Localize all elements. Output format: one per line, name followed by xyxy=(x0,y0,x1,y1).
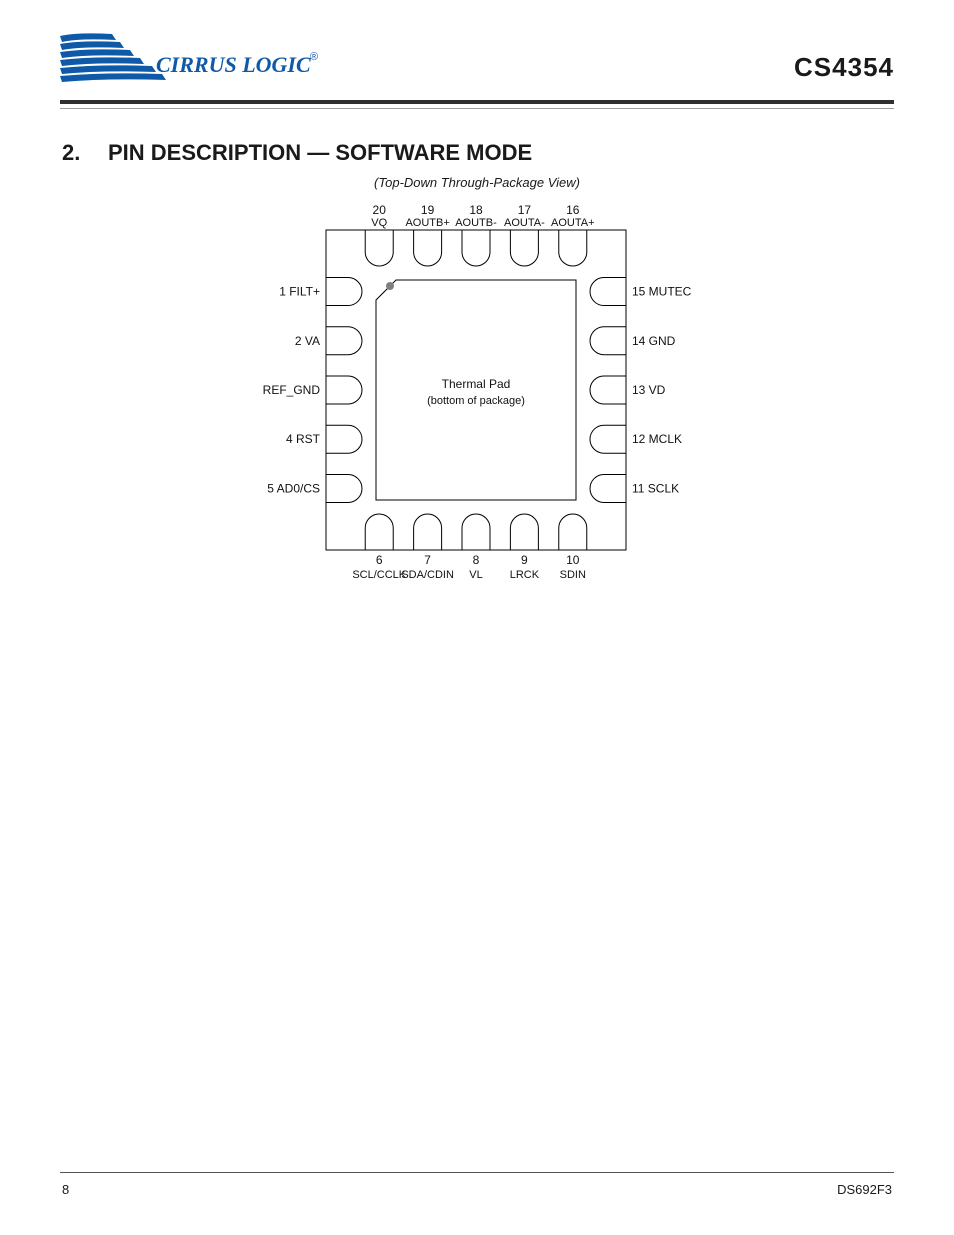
svg-text:9: 9 xyxy=(521,553,528,567)
figure-caption: (Top-Down Through-Package View) xyxy=(0,175,954,190)
footer-rule xyxy=(60,1172,894,1173)
header-rule-thick xyxy=(60,100,894,104)
svg-text:AOUTB+: AOUTB+ xyxy=(405,217,449,229)
svg-text:19: 19 xyxy=(421,203,435,217)
svg-text:8: 8 xyxy=(473,553,480,567)
svg-text:AOUTA-: AOUTA- xyxy=(504,217,545,229)
svg-text:13 VD: 13 VD xyxy=(632,383,666,397)
svg-text:3 REF_GND: 3 REF_GND xyxy=(260,383,320,397)
svg-text:12 MCLK: 12 MCLK xyxy=(632,432,682,446)
svg-text:LRCK: LRCK xyxy=(510,569,540,581)
svg-text:SDIN: SDIN xyxy=(560,569,586,581)
svg-text:®: ® xyxy=(310,51,318,63)
doc-id: DS692F3 xyxy=(837,1182,892,1197)
svg-text:VL: VL xyxy=(469,569,482,581)
svg-text:18: 18 xyxy=(469,203,483,217)
svg-text:SDA/CDIN: SDA/CDIN xyxy=(401,569,454,581)
svg-text:1 FILT+: 1 FILT+ xyxy=(279,285,320,299)
page: CIRRUS LOGIC ® CS4354 2. PIN DESCRIPTION… xyxy=(0,0,954,1235)
section-title: PIN DESCRIPTION — SOFTWARE MODE xyxy=(108,140,532,166)
svg-text:4 RST: 4 RST xyxy=(286,432,321,446)
svg-text:7: 7 xyxy=(424,553,431,567)
svg-text:17: 17 xyxy=(518,203,532,217)
svg-text:SCL/CCLK: SCL/CCLK xyxy=(352,569,406,581)
svg-text:16: 16 xyxy=(566,203,580,217)
svg-text:(bottom of package): (bottom of package) xyxy=(427,395,525,407)
svg-text:2 VA: 2 VA xyxy=(295,334,320,348)
svg-text:10: 10 xyxy=(566,553,580,567)
svg-text:5 AD0/CS: 5 AD0/CS xyxy=(267,481,320,495)
svg-text:11 SCLK: 11 SCLK xyxy=(632,481,679,495)
part-number: CS4354 xyxy=(794,52,894,83)
svg-text:AOUTB-: AOUTB- xyxy=(455,217,497,229)
qfn-package-diagram: 20VQ 19AOUTB+ 18AOUTB- 17AOUTA- 16AOUTA+ 6 SCL… xyxy=(260,200,692,620)
page-number: 8 xyxy=(62,1182,69,1197)
svg-text:VQ: VQ xyxy=(371,217,387,229)
section-number: 2. xyxy=(62,140,80,166)
svg-text:14 GND: 14 GND xyxy=(632,334,676,348)
brand-text: CIRRUS LOGIC xyxy=(156,52,311,77)
page-header: CIRRUS LOGIC ® CS4354 xyxy=(60,30,894,105)
header-rule-thin xyxy=(60,108,894,109)
svg-text:6: 6 xyxy=(376,553,383,567)
brand-logo: CIRRUS LOGIC ® xyxy=(60,30,320,97)
svg-text:20: 20 xyxy=(373,203,387,217)
svg-text:Thermal Pad: Thermal Pad xyxy=(442,377,511,391)
svg-text:15 MUTEC: 15 MUTEC xyxy=(632,285,692,299)
svg-text:AOUTA+: AOUTA+ xyxy=(551,217,595,229)
